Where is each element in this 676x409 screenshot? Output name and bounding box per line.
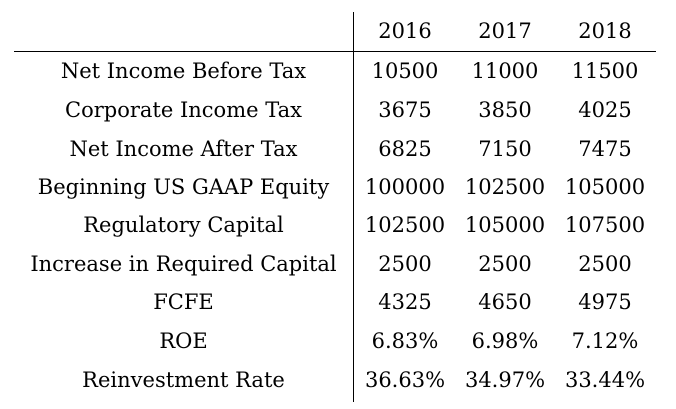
row-label: Corporate Income Tax [65,98,302,122]
table-cell: 105000 [464,213,546,237]
table-cell: 4325 [378,290,432,314]
table-cell: 7150 [478,137,532,161]
row-label: ROE [159,329,208,353]
row-label: Reinvestment Rate [82,368,285,392]
table-cell: 2500 [378,252,432,276]
column-divider [353,12,354,402]
row-label: Net Income Before Tax [60,59,307,83]
table-cell: 7475 [578,137,632,161]
table-cell: 4975 [578,290,632,314]
table-cell: 102500 [364,213,446,237]
table-cell: 11500 [571,59,639,83]
row-label: Net Income After Tax [69,137,298,161]
row-label: Increase in Required Capital [30,252,337,276]
table-cell: 34.97% [464,368,546,392]
table-cell: 105000 [564,175,646,199]
table-cell: 6.83% [371,329,439,353]
table-cell: 6.98% [471,329,539,353]
header-rule [14,51,656,52]
row-label: FCFE [153,290,214,314]
table-cell: 3675 [378,98,432,122]
table-cell: 10500 [371,59,439,83]
table-cell: 4650 [478,290,532,314]
row-label: Regulatory Capital [83,213,284,237]
table-cell: 36.63% [364,368,446,392]
table-cell: 6825 [378,137,432,161]
header-2018: 2018 [578,19,632,43]
row-label: Beginning US GAAP Equity [37,175,330,199]
header-2016: 2016 [378,19,432,43]
table-cell: 107500 [564,213,646,237]
table-cell: 2500 [478,252,532,276]
table-cell: 3850 [478,98,532,122]
header-2017: 2017 [478,19,532,43]
table-cell: 102500 [464,175,546,199]
table-cell: 100000 [364,175,446,199]
table-cell: 7.12% [571,329,639,353]
table-cell: 11000 [471,59,539,83]
table-cell: 2500 [578,252,632,276]
table-cell: 4025 [578,98,632,122]
table-cell: 33.44% [564,368,646,392]
